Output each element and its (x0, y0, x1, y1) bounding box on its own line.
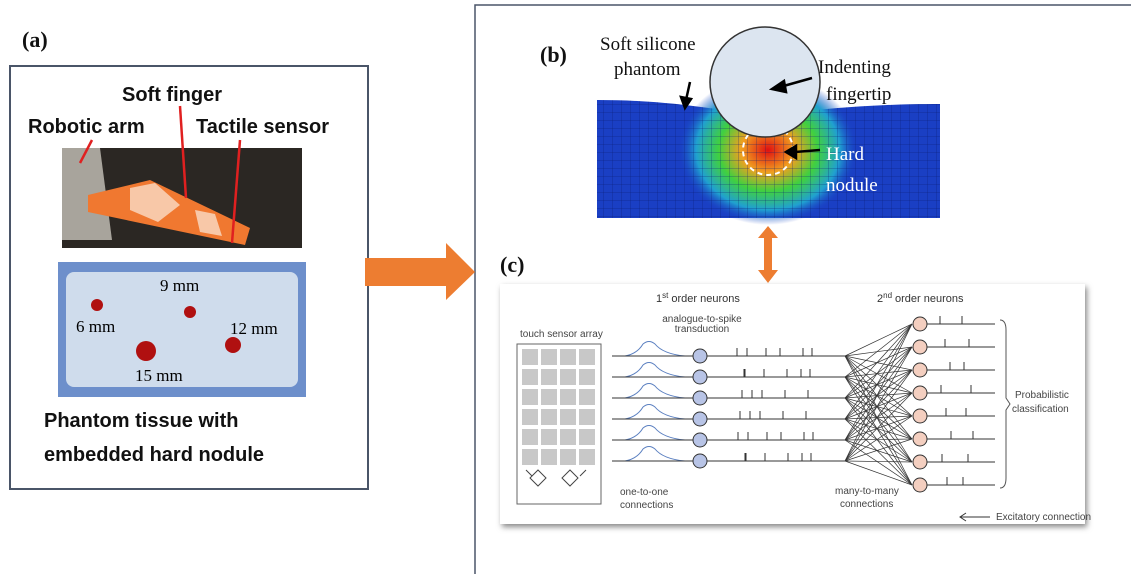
size-label: 9 mm (160, 276, 199, 295)
second-order-neuron (913, 409, 927, 423)
annotation: Probabilistic (1015, 390, 1069, 401)
second-order-neuron (913, 432, 927, 446)
panel-label: (c) (500, 252, 524, 277)
annotation: touch sensor array (520, 329, 603, 340)
sensor-cell (579, 349, 595, 365)
sensor-cell (560, 409, 576, 425)
annotation: classification (1012, 404, 1069, 415)
panel-label: (b) (540, 42, 567, 67)
annotation: Robotic arm (28, 116, 145, 138)
sensor-cell (560, 389, 576, 405)
annotation: transduction (675, 324, 729, 335)
sensor-cell (560, 369, 576, 385)
annotation: connections (620, 500, 673, 511)
caption: embedded hard nodule (44, 444, 264, 466)
annotation: Tactile sensor (196, 116, 329, 138)
sensor-cell (522, 409, 538, 425)
fingertip (710, 27, 820, 137)
second-order-neuron (913, 478, 927, 492)
second-order-neuron (913, 340, 927, 354)
size-label: 12 mm (230, 319, 278, 338)
sensor-cell (579, 449, 595, 465)
caption: Phantom tissue with (44, 410, 238, 432)
flow-arrow (365, 243, 475, 300)
first-order-neuron (693, 412, 707, 426)
sensor-cell (522, 429, 538, 445)
sensor-cell (541, 449, 557, 465)
ordinal-suffix: st (662, 291, 669, 300)
size-label: 15 mm (135, 366, 183, 385)
ordinal-suffix: nd (883, 291, 892, 300)
sensor-cell (522, 389, 538, 405)
sensor-cell (522, 349, 538, 365)
first-order-neuron (693, 433, 707, 447)
annotation: many-to-many (835, 486, 899, 497)
sensor-cell (579, 369, 595, 385)
annotation: one-to-one (620, 487, 669, 498)
sensor-cell (541, 429, 557, 445)
second-order-neuron (913, 317, 927, 331)
sensor-cell (579, 409, 595, 425)
second-order-neuron (913, 363, 927, 377)
sensor-cell (560, 429, 576, 445)
size-label: 6 mm (76, 317, 115, 336)
figure: (a) Soft finger Robotic arm Tactile sens… (0, 0, 1131, 574)
column-text: order neurons (671, 293, 740, 305)
second-order-neuron (913, 386, 927, 400)
link-arrow (758, 226, 778, 283)
annotation: connections (840, 499, 893, 510)
sensor-cell (541, 409, 557, 425)
first-order-neuron (693, 454, 707, 468)
sensor-cell (541, 369, 557, 385)
annotation: Indenting (818, 57, 891, 78)
column-text: order neurons (895, 293, 964, 305)
legend-text: Excitatory connection (996, 512, 1091, 523)
annotation: phantom (614, 59, 681, 80)
annotation: Soft silicone (600, 34, 696, 55)
first-order-neuron (693, 349, 707, 363)
annotation: fingertip (826, 84, 891, 105)
sensor-cell (560, 349, 576, 365)
panel-label: (a) (22, 27, 48, 52)
first-order-neuron (693, 391, 707, 405)
second-order-neuron (913, 455, 927, 469)
annotation: Soft finger (122, 84, 222, 106)
annotation: nodule (826, 175, 878, 196)
first-order-neuron (693, 370, 707, 384)
sensor-cell (560, 449, 576, 465)
sensor-cell (522, 449, 538, 465)
sensor-cell (541, 389, 557, 405)
sensor-cell (541, 349, 557, 365)
annotation: Hard (826, 144, 864, 165)
sensor-cell (579, 429, 595, 445)
sensor-cell (579, 389, 595, 405)
sensor-cell (522, 369, 538, 385)
